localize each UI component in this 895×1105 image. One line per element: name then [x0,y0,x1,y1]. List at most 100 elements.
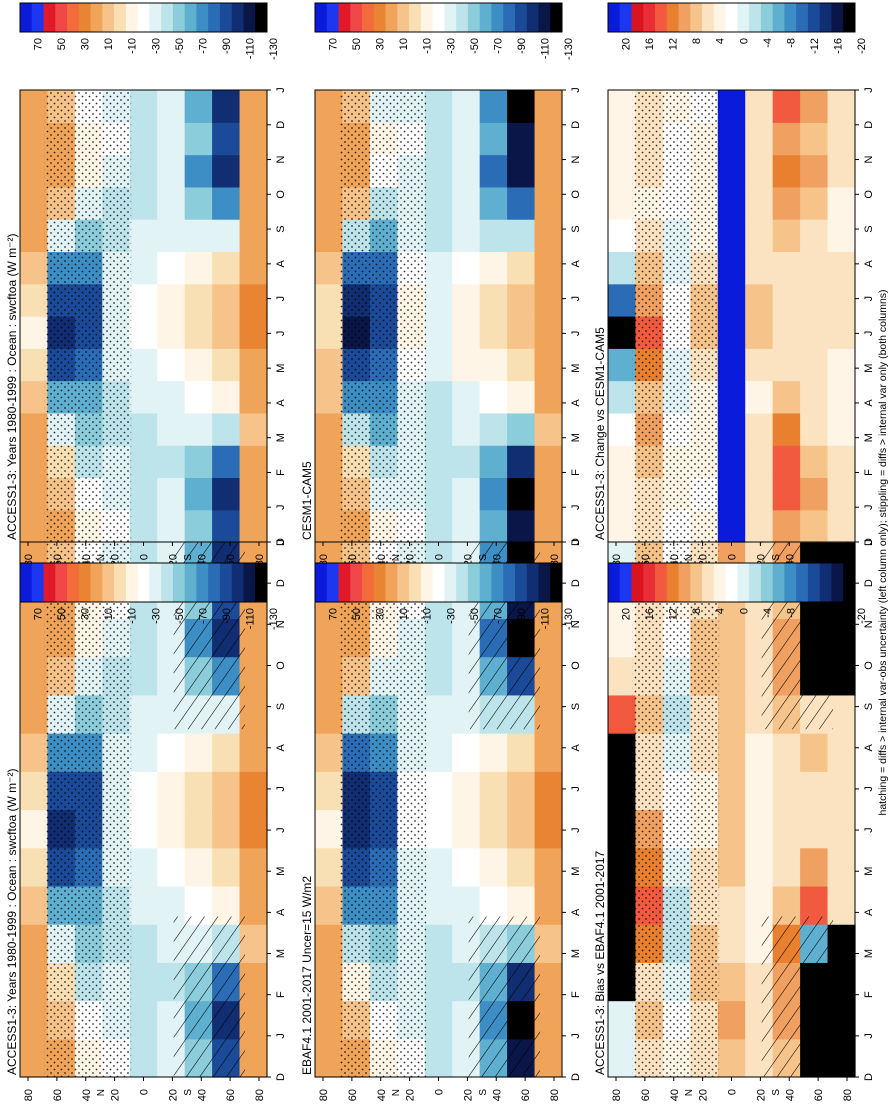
month-tick-label: A [275,260,287,268]
colorbar-swatch [243,3,256,32]
heat-cell [212,509,241,543]
heat-cell [315,348,344,382]
heat-cell [20,154,49,188]
month-tick-label: J [570,87,582,93]
colorbar-swatch [326,3,339,32]
colorbar-swatch [161,563,174,602]
heat-cell [212,186,241,220]
heat-cell [184,219,213,253]
heat-cell [479,251,508,285]
heat-cell [534,509,563,543]
hemisphere-label: N [684,1089,695,1096]
month-tick-label: J [275,1033,287,1039]
heat-cell [745,412,774,446]
hatching [468,916,541,1077]
lat-tick-label: 60 [225,1089,237,1101]
colorbar-6: 20 16 12 8 4 0 -4 -8 -12 -16 -20 [607,2,868,54]
lat-tick-label: 80 [842,1089,854,1101]
heat-cell [717,509,746,543]
month-tick-label: N [275,620,287,628]
hemisphere-label: N [96,1089,107,1096]
heat-cell [184,477,213,511]
colorbar-label: -12 [809,608,821,624]
heat-cell [745,445,774,479]
colorbar-swatch [350,563,363,602]
heat-cell [157,348,186,382]
heat-cell [424,90,453,123]
heat-cell [129,219,158,253]
month-tick-label: A [275,399,287,407]
heat-cell [479,122,508,156]
colorbar-swatch [444,563,457,602]
colorbar-swatch [255,563,268,602]
heat-cell [129,962,158,1002]
heat-cell [424,809,453,849]
colorbar-swatch [20,3,33,32]
hemisphere-label: S [183,554,194,561]
colorbar-swatch [479,563,492,602]
heat-cell [800,733,829,772]
lat-tick-label: 60 [640,1089,652,1101]
lat-tick-label: 0 [139,1089,151,1095]
colorbar-swatch [432,3,445,32]
heat-cell [745,154,774,188]
month-tick-label: J [275,539,287,545]
heat-cell [507,733,536,772]
heat-cell [745,251,774,285]
heat-cell [452,90,481,123]
heat-cell [479,733,508,772]
heat-cell [239,380,268,414]
heat-cell [315,509,344,543]
heat-cell [717,733,746,772]
heat-cell [452,847,481,887]
heat-cell [608,251,637,285]
heat-cell [129,809,158,849]
heat-cell [452,445,481,479]
colorbar-label: -110 [539,38,551,59]
month-tick-label: A [863,743,875,751]
lat-tick-label: 80 [549,1089,561,1101]
colorbar-swatch [749,3,762,32]
colorbar-swatch [102,3,115,32]
heat-cell [212,251,241,285]
heat-cell [212,122,241,156]
colorbar-swatch [184,563,197,602]
heat-cell [239,847,268,887]
heat-cell [315,316,344,349]
panel-title: ACCESS1-3: Years 1980-1999 : Ocean : swc… [5,769,19,1075]
heat-cell [800,477,829,511]
colorbar-label: -30 [445,608,457,624]
heat-cell [745,771,774,811]
heat-cell [800,90,829,123]
heat-cell [157,283,186,317]
heat-cell [239,90,268,123]
colorbar-swatch [619,3,632,32]
heat-cell [157,122,186,156]
heat-cell [717,445,746,479]
month-tick-label: O [863,661,875,670]
heat-cell [479,90,508,123]
panel-title: EBAF4.1 2001-2017 Uncer=15 W/m2 [300,876,314,1075]
heat-cell [239,348,268,382]
colorbar-label: -10 [127,38,139,54]
heat-cell [800,380,829,414]
heat-cell [20,316,49,349]
colorbar-label: 30 [80,38,92,50]
month-tick-label: M [570,433,582,442]
heat-cell [479,847,508,887]
heat-cell [800,412,829,446]
heat-cell [479,477,508,511]
stippling [632,542,720,1077]
colorbar-swatch [55,563,68,602]
heat-cell [212,348,241,382]
heat-cell [827,847,856,887]
month-tick-label: O [275,190,287,199]
heat-cell [212,733,241,772]
colorbar-swatch [208,3,221,32]
heat-cell [157,809,186,849]
heat-cell [479,219,508,253]
heat-cell [452,771,481,811]
colorbar-swatch [90,563,103,602]
colorbar-swatch [362,563,375,602]
heat-cell [717,924,746,963]
